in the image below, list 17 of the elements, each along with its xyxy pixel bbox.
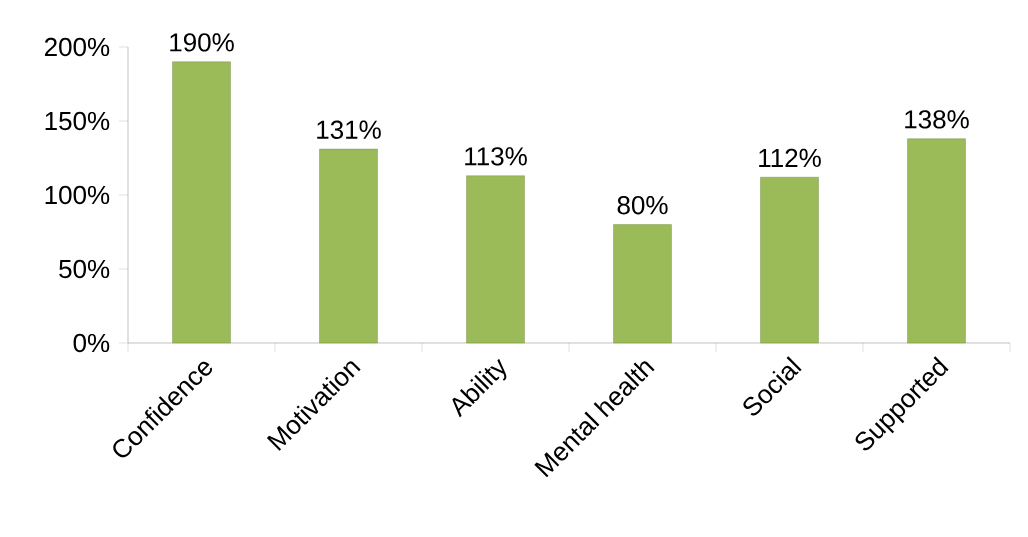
data-label: 113% [465,147,527,166]
bar [319,148,378,344]
data-label: 131% [317,120,381,139]
bar [466,175,525,344]
bar [172,61,231,344]
y-tick-label: 100% [45,185,110,205]
y-tick-label: 200% [44,37,110,57]
bar [613,224,672,344]
y-tick-label: 50% [59,259,110,279]
data-label: 112% [759,148,821,168]
y-tick-label: 0% [73,333,110,353]
y-tick-label: 150% [45,111,110,131]
data-label: 190% [170,33,234,52]
bar [760,177,819,344]
data-label: 138% [905,110,969,129]
bar [907,138,966,344]
data-label: 80% [617,195,668,215]
